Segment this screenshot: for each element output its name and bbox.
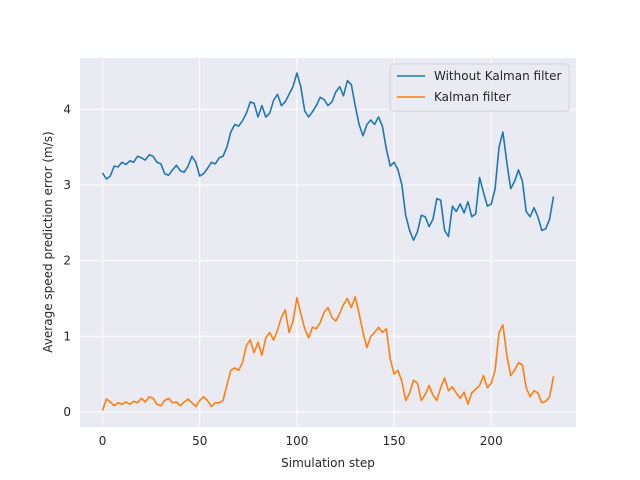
- plot-area: [80, 58, 576, 427]
- x-tick-label: 200: [480, 434, 503, 448]
- x-tick-label: 50: [192, 434, 207, 448]
- legend: Without Kalman filter Kalman filter: [389, 63, 570, 112]
- legend-label-kalman: Kalman filter: [434, 90, 511, 104]
- y-tick-label: 1: [63, 329, 71, 343]
- x-ticks: 0 50 100 150 200: [99, 434, 503, 448]
- legend-label-without-kalman: Without Kalman filter: [434, 69, 562, 83]
- y-tick-label: 0: [63, 405, 71, 419]
- y-tick-label: 2: [63, 254, 71, 268]
- series-layer: [101, 72, 555, 411]
- x-tick-label: 0: [99, 434, 107, 448]
- x-tick-label: 150: [383, 434, 406, 448]
- y-tick-label: 4: [63, 102, 71, 116]
- y-axis-label: Average speed prediction error (m/s): [41, 131, 55, 352]
- y-tick-label: 3: [63, 178, 71, 192]
- series-line-without-kalman: [101, 72, 555, 241]
- x-tick-label: 100: [285, 434, 308, 448]
- y-ticks: 0 1 2 3 4: [63, 102, 71, 418]
- legend-box: [389, 63, 570, 112]
- series-line-kalman: [101, 296, 555, 411]
- x-axis-label: Simulation step: [281, 456, 375, 470]
